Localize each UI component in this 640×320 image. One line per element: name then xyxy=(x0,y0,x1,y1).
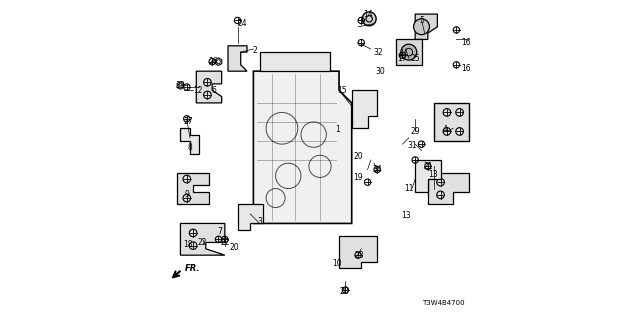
Text: 16: 16 xyxy=(461,38,471,47)
Text: 20: 20 xyxy=(353,152,363,161)
Text: 9: 9 xyxy=(184,190,189,199)
Text: 19: 19 xyxy=(353,173,363,182)
Text: 27: 27 xyxy=(184,117,193,126)
Polygon shape xyxy=(428,173,469,204)
Polygon shape xyxy=(180,128,200,154)
Polygon shape xyxy=(253,71,352,223)
Text: 20: 20 xyxy=(230,243,239,252)
Polygon shape xyxy=(339,236,377,268)
Polygon shape xyxy=(180,223,225,255)
Text: 2: 2 xyxy=(253,46,257,55)
Text: 15: 15 xyxy=(337,86,347,95)
Text: 17: 17 xyxy=(397,54,407,63)
Circle shape xyxy=(413,19,429,35)
Polygon shape xyxy=(237,204,263,230)
Text: 12: 12 xyxy=(193,86,203,95)
Polygon shape xyxy=(396,39,422,65)
Text: 33: 33 xyxy=(175,81,186,90)
Text: 4: 4 xyxy=(443,125,448,134)
Text: 18: 18 xyxy=(184,240,193,249)
Polygon shape xyxy=(434,103,469,141)
Polygon shape xyxy=(260,52,330,71)
Text: 34: 34 xyxy=(372,165,382,174)
Polygon shape xyxy=(415,14,437,39)
Text: 23: 23 xyxy=(355,251,364,260)
Text: 26: 26 xyxy=(209,57,218,66)
Text: 25: 25 xyxy=(410,54,420,63)
Text: 7: 7 xyxy=(218,227,223,236)
Text: 28: 28 xyxy=(339,287,349,296)
Text: 3: 3 xyxy=(257,217,262,226)
Text: 31: 31 xyxy=(407,141,417,150)
Text: 22: 22 xyxy=(220,238,230,247)
Text: 13: 13 xyxy=(428,170,437,179)
Text: 22: 22 xyxy=(198,238,207,247)
Text: 32: 32 xyxy=(374,48,383,57)
Text: 8: 8 xyxy=(188,143,192,152)
Text: 13: 13 xyxy=(401,211,410,220)
Circle shape xyxy=(401,44,417,60)
Text: 14: 14 xyxy=(363,10,372,19)
Circle shape xyxy=(362,12,376,26)
Polygon shape xyxy=(352,90,377,128)
Text: T3W4B4700: T3W4B4700 xyxy=(422,300,465,306)
Text: 21: 21 xyxy=(423,162,433,171)
Polygon shape xyxy=(415,160,440,192)
Text: 29: 29 xyxy=(410,127,420,136)
Text: 1: 1 xyxy=(335,125,340,134)
Text: 30: 30 xyxy=(376,67,385,76)
Text: 5: 5 xyxy=(419,16,424,25)
Polygon shape xyxy=(196,71,221,103)
Text: 16: 16 xyxy=(461,63,471,73)
Polygon shape xyxy=(177,173,209,204)
Text: 6: 6 xyxy=(211,86,216,95)
Text: FR.: FR. xyxy=(185,264,201,273)
Polygon shape xyxy=(228,46,247,71)
Text: 11: 11 xyxy=(404,184,413,193)
Text: 10: 10 xyxy=(333,259,342,268)
Text: 24: 24 xyxy=(237,19,247,28)
